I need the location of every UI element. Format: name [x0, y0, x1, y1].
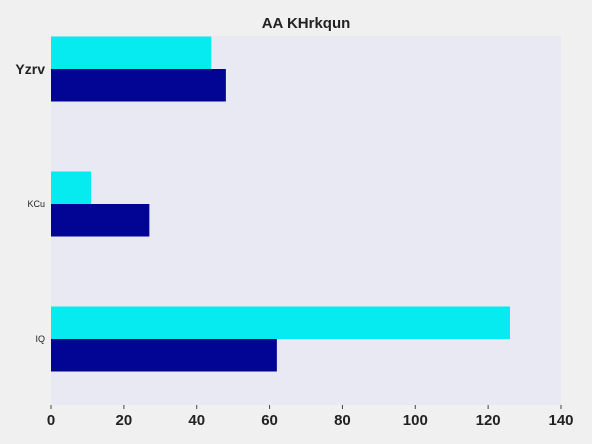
x-tick-label-60: 60: [261, 412, 278, 429]
x-tick-label-80: 80: [334, 412, 351, 429]
bars-layer: [51, 36, 510, 372]
x-tick-label-140: 140: [548, 412, 573, 429]
bar-kcu-series-1: [51, 171, 92, 204]
x-tick-label-40: 40: [188, 412, 205, 429]
x-tick-label-100: 100: [403, 412, 428, 429]
bar-yzrv-series-2: [51, 69, 226, 102]
x-tick-label-0: 0: [47, 412, 55, 429]
bar-yzrv-series-1: [51, 36, 212, 69]
axis-layer: Yzrv KCu IQ 0 20 40 60 80 100 120 140: [15, 61, 573, 429]
x-tick-label-20: 20: [116, 412, 133, 429]
bar-iq-series-1: [51, 306, 510, 339]
y-tick-label-yzrv: Yzrv: [15, 61, 45, 77]
bar-kcu-series-2: [51, 204, 150, 237]
chart-title: AA KHrkqun: [262, 15, 351, 32]
bar-iq-series-2: [51, 339, 277, 372]
x-tick-label-120: 120: [476, 412, 501, 429]
y-tick-label-iq: IQ: [35, 334, 45, 344]
y-tick-label-kcu: KCu: [27, 199, 45, 209]
